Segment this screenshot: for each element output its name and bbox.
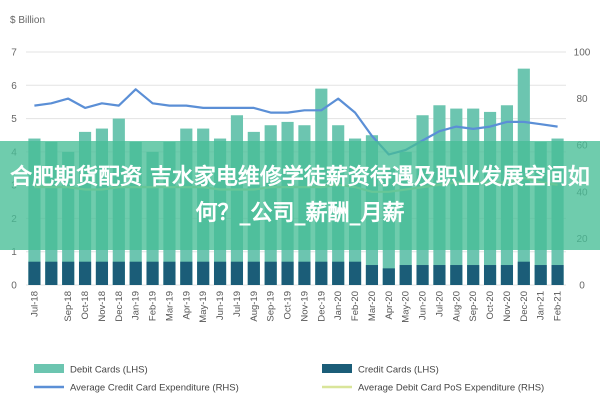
x-tick-label: Jan-20	[333, 291, 344, 320]
credit-cards-bar	[163, 261, 176, 285]
x-tick-label: Feb-20	[350, 291, 361, 321]
credit-cards-bar	[500, 265, 514, 285]
y-left-tick-label: 0	[11, 281, 17, 292]
x-tick-label: May-20	[401, 291, 412, 323]
legend-label: Average Credit Card Expenditure (RHS)	[70, 383, 239, 394]
x-tick-label: Sep-18	[63, 291, 74, 322]
credit-cards-bar	[416, 265, 429, 285]
x-axis-labels: Jul-18 Sep-18 Oct-18 Nov-18 Dec-18 Jan-19 Feb-…	[29, 291, 563, 323]
y-left-tick-label: 1	[11, 247, 17, 258]
y-left-tick-label: 7	[11, 48, 17, 59]
credit-cards-bar	[112, 261, 125, 285]
credit-cards-bar	[95, 261, 109, 285]
credit-cards-bar	[28, 261, 41, 285]
credit-cards-bar	[281, 261, 294, 285]
credit-cards-bar	[264, 261, 277, 285]
credit-cards-bar	[180, 261, 193, 285]
x-tick-label: Nov-20	[502, 291, 513, 322]
legend-label: Credit Cards (LHS)	[358, 365, 439, 376]
x-tick-label: Dec-19	[316, 291, 327, 322]
credit-cards-bar	[247, 261, 260, 285]
credit-cards-bar	[382, 268, 395, 285]
y-right-tick-label: 100	[574, 48, 591, 59]
x-tick-label: Nov-18	[97, 291, 108, 322]
x-tick-label: Jan-19	[131, 291, 142, 320]
credit-cards-bar	[450, 265, 463, 285]
credit-cards-bars	[28, 261, 564, 285]
x-tick-label: Dec-18	[114, 291, 125, 322]
legend-swatch	[34, 364, 64, 373]
x-tick-label: Oct-20	[485, 291, 496, 320]
credit-cards-bar	[45, 261, 58, 285]
credit-cards-bar	[433, 265, 446, 285]
credit-cards-bar	[315, 261, 328, 285]
credit-cards-bar	[129, 261, 142, 285]
y-right-tick-label: 0	[579, 281, 585, 292]
x-tick-label: Aug-19	[249, 291, 260, 322]
credit-cards-bar	[551, 265, 564, 285]
legend: Debit Cards (LHS) Credit Cards (LHS) Avera…	[34, 364, 544, 394]
y-left-tick-label: 6	[11, 81, 17, 92]
x-tick-label: Sep-19	[266, 291, 277, 322]
x-tick-label: Jul-20	[434, 291, 445, 317]
x-tick-label: Oct-19	[283, 291, 294, 320]
legend-swatch	[322, 364, 352, 373]
x-tick-label: Jul-19	[232, 291, 243, 317]
x-tick-label: Feb-19	[148, 291, 159, 321]
x-tick-label: Apr-19	[181, 291, 192, 320]
credit-cards-bar	[213, 261, 227, 285]
credit-cards-bar	[467, 265, 480, 285]
x-tick-label: Mar-20	[367, 291, 378, 321]
x-tick-label: Jul-18	[29, 291, 40, 317]
avg-credit-card-expenditure-line	[34, 88, 558, 156]
credit-cards-bar	[534, 265, 547, 285]
x-tick-label: Jan-21	[536, 291, 547, 320]
credit-cards-bar	[197, 261, 210, 285]
credit-cards-bar	[298, 261, 311, 285]
avg-credit-card-expenditure-line-group	[34, 88, 558, 156]
credit-cards-bar	[230, 261, 244, 285]
credit-cards-bar	[348, 261, 362, 285]
credit-cards-bar	[365, 265, 379, 285]
credit-cards-bar	[399, 265, 412, 285]
x-tick-label: Apr-20	[384, 291, 395, 320]
legend-label: Debit Cards (LHS)	[70, 365, 148, 376]
x-tick-label: Feb-21	[553, 291, 564, 321]
x-tick-label: Dec-20	[519, 291, 530, 322]
x-tick-label: Nov-19	[299, 291, 310, 322]
overlay-title: 合肥期货配资 吉水家电维修学徒薪资待遇及职业发展空间如何？_公司_薪酬_月薪	[10, 164, 590, 226]
y-left-unit-label: $ Billion	[10, 15, 45, 26]
credit-cards-bar	[78, 261, 92, 285]
credit-cards-bar	[146, 261, 159, 285]
x-tick-label: Sep-20	[468, 291, 479, 322]
credit-cards-bar	[483, 265, 497, 285]
y-left-tick-label: 5	[11, 114, 17, 125]
x-tick-label: Jun-19	[215, 291, 226, 320]
legend-label: Average Debit Card PoS Expenditure (RHS)	[358, 383, 544, 394]
overlay-banner: 合肥期货配资 吉水家电维修学徒薪资待遇及职业发展空间如何？_公司_薪酬_月薪	[0, 141, 600, 250]
x-tick-label: May-19	[198, 291, 209, 323]
x-tick-label: Mar-19	[164, 291, 175, 321]
x-tick-label: Aug-20	[451, 291, 462, 322]
x-tick-label: Jun-20	[418, 291, 429, 320]
y-right-tick-label: 80	[576, 94, 588, 105]
x-tick-label: Oct-18	[80, 291, 91, 320]
credit-cards-bar	[62, 261, 75, 285]
credit-cards-bar	[332, 261, 345, 285]
credit-cards-bar	[517, 261, 530, 285]
